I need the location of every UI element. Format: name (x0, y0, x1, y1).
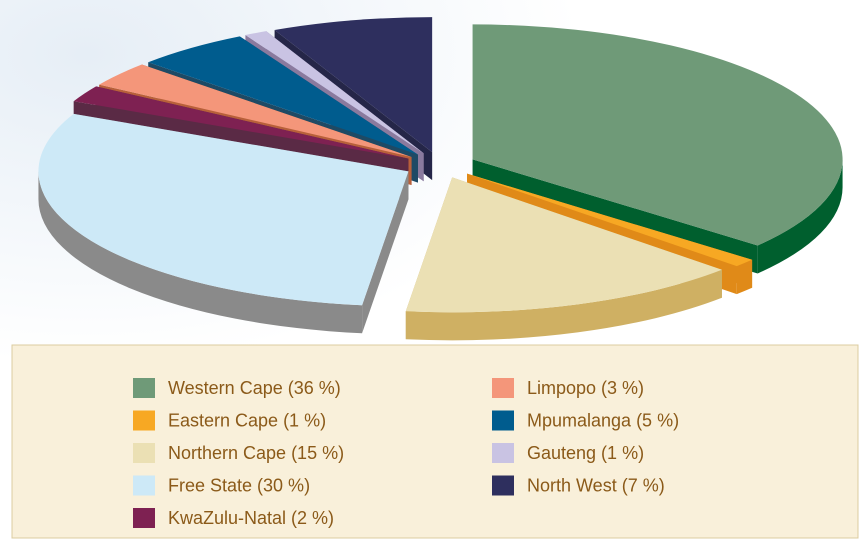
slice-top (405, 177, 722, 313)
legend-swatch (492, 410, 514, 431)
slice-top (245, 31, 424, 154)
legend-label: Gauteng (1 %) (527, 443, 644, 463)
slice-side (362, 171, 409, 334)
slice-wall (736, 259, 753, 295)
legend-swatch (133, 475, 155, 496)
legend-label: KwaZulu-Natal (2 %) (168, 508, 334, 528)
legend-box (11, 344, 859, 539)
legend-label: Limpopo (3 %) (527, 378, 644, 398)
legend-swatch (133, 508, 155, 528)
slice-top (467, 173, 753, 267)
legend-label: Mpumalanga (5 %) (527, 410, 679, 430)
legend-label: North West (7 %) (527, 475, 665, 495)
slice (405, 177, 722, 341)
slice-wall (757, 159, 843, 274)
slice-top (472, 24, 843, 246)
slice-wall (405, 269, 722, 341)
slice-top (38, 113, 409, 306)
legend-swatch (133, 410, 155, 431)
legend-swatch (492, 443, 514, 463)
legend-swatch (492, 475, 514, 496)
legend-label: Northern Cape (15 %) (168, 443, 344, 463)
slice (38, 113, 409, 334)
legend-label: Western Cape (36 %) (168, 378, 341, 398)
slice-wall (38, 171, 363, 334)
slice-top (73, 86, 409, 159)
slice-top (99, 64, 412, 157)
legend-swatch (133, 378, 155, 398)
legend-swatch (492, 378, 514, 398)
legend-label: Eastern Cape (1 %) (168, 410, 326, 430)
slice-top (274, 17, 433, 153)
legend-swatch (133, 443, 155, 463)
legend-label: Free State (30 %) (168, 475, 310, 495)
slice-top (148, 36, 418, 155)
